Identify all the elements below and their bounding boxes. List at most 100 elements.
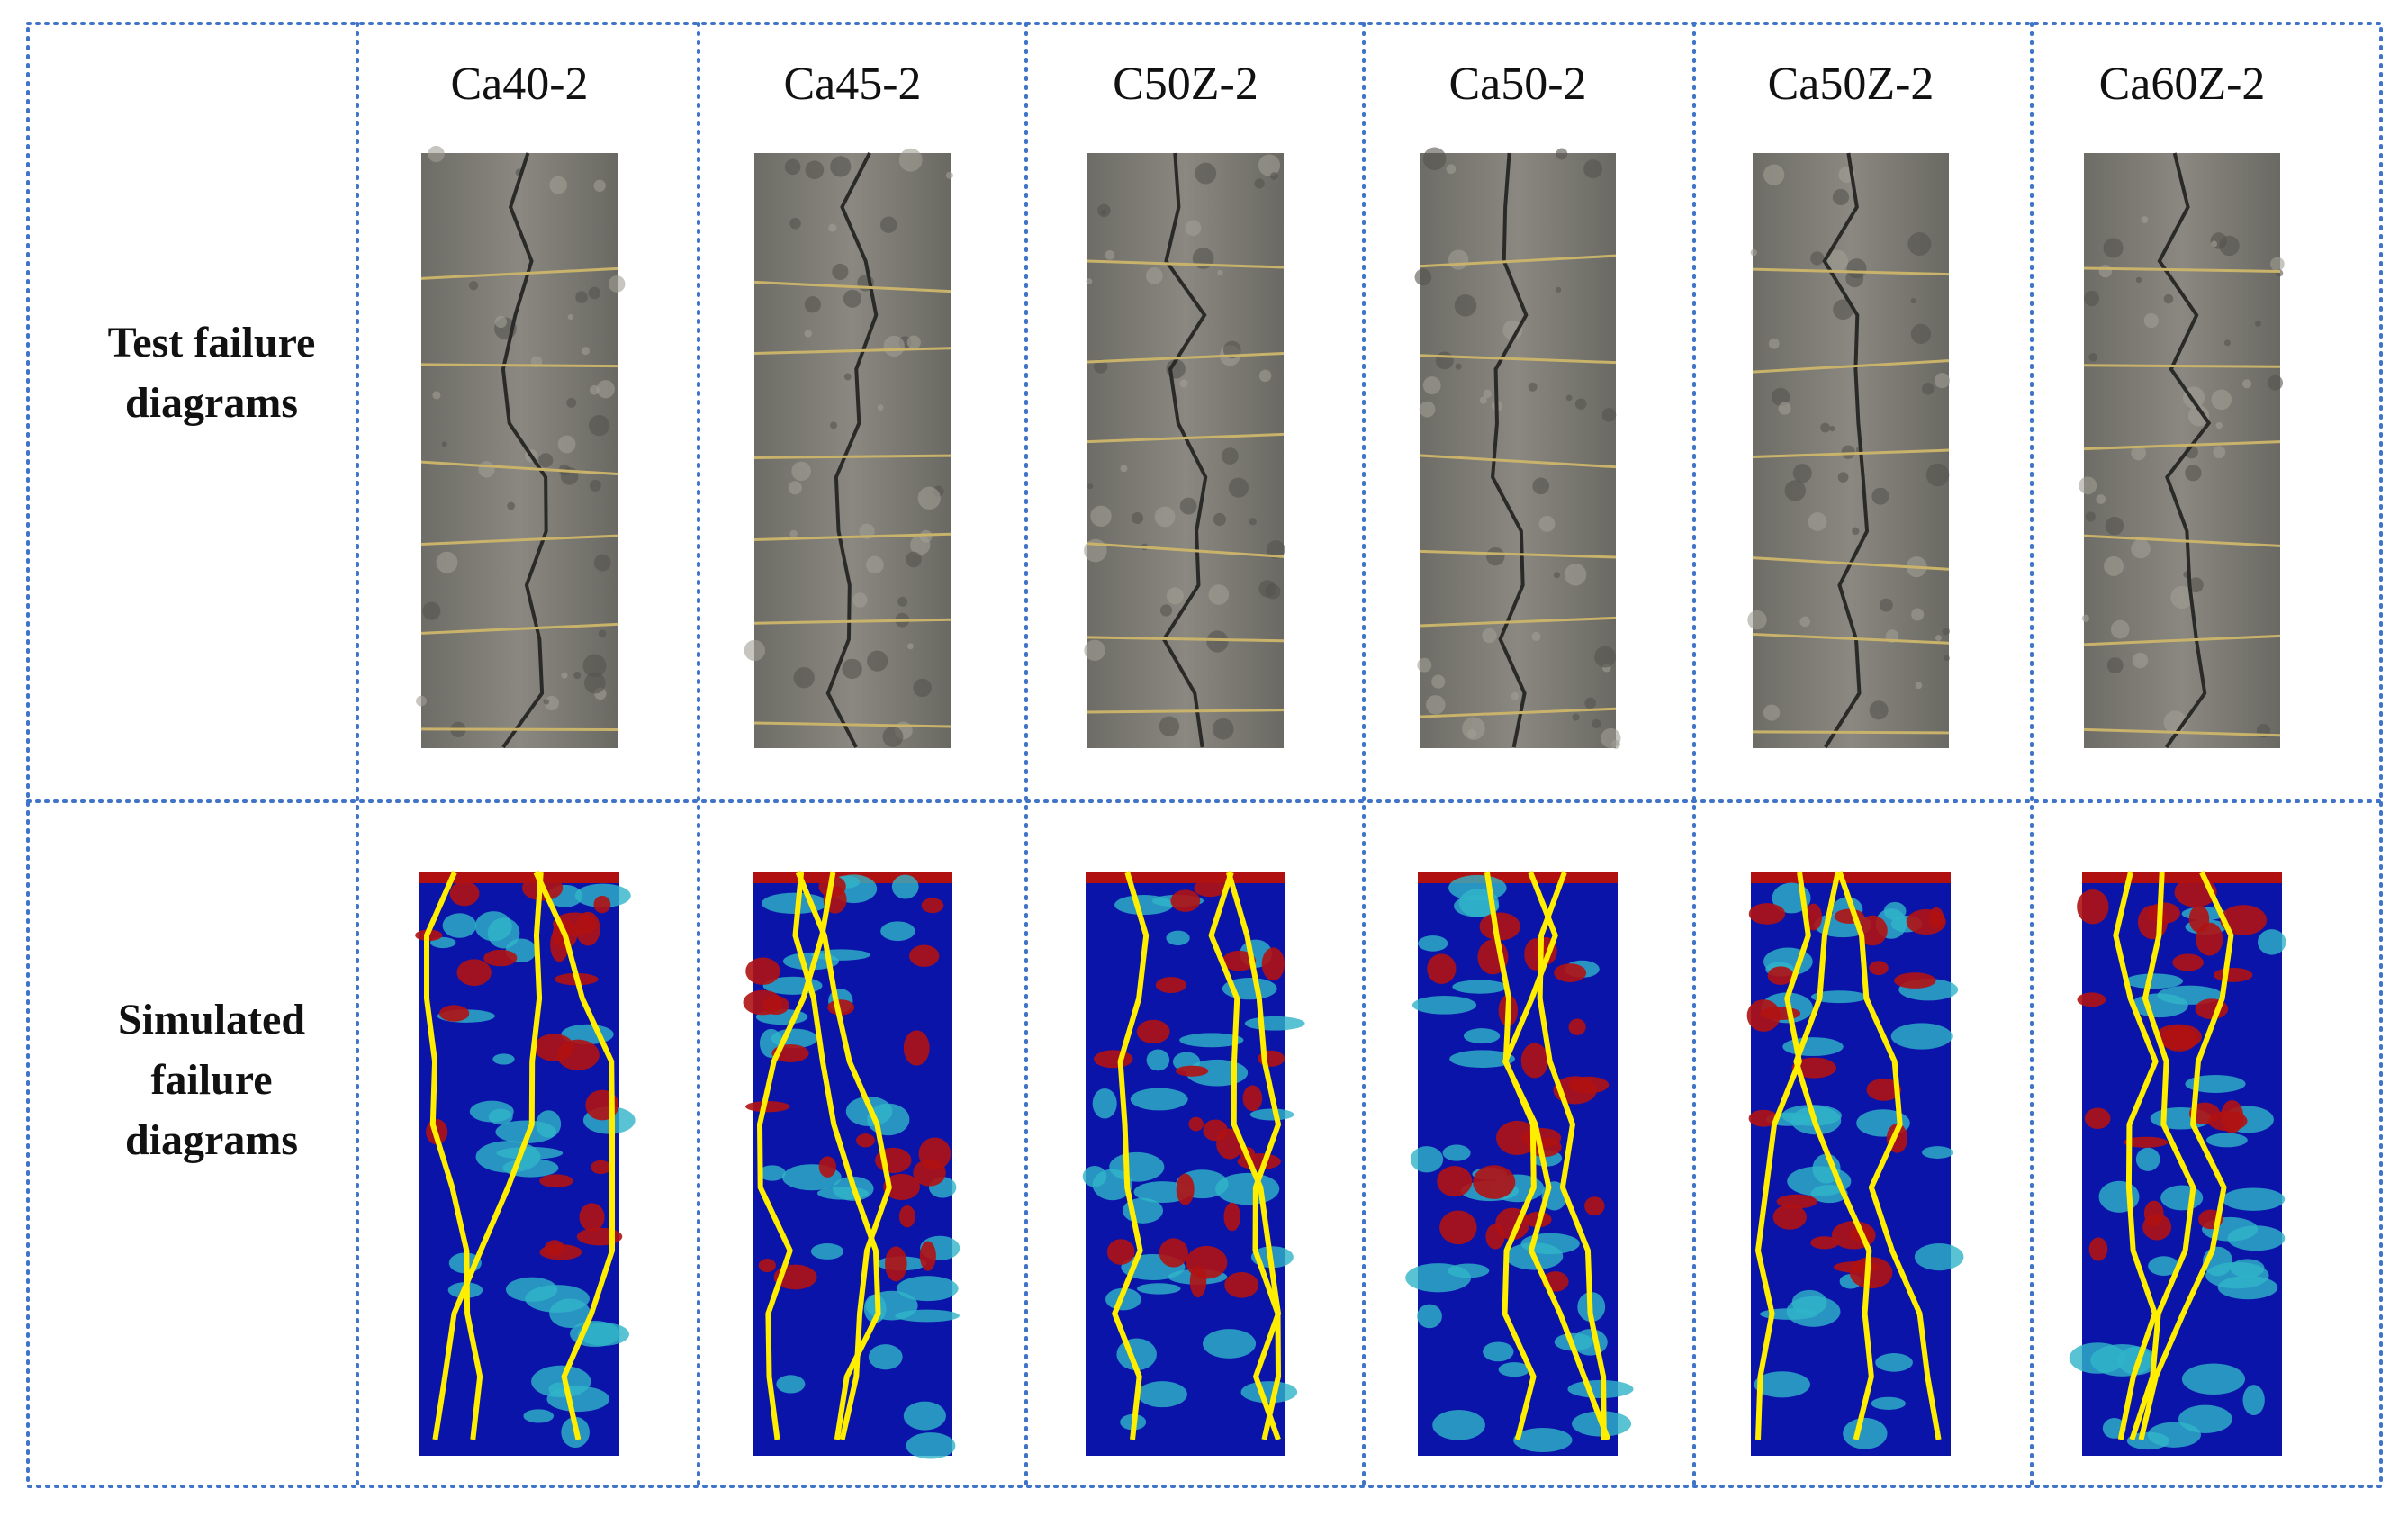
sim-damage bbox=[1215, 1172, 1280, 1205]
photo-texture bbox=[1768, 338, 1780, 349]
sim-damage bbox=[1449, 1050, 1515, 1068]
photo-texture bbox=[2096, 494, 2106, 504]
photo-texture bbox=[1166, 587, 1184, 605]
photo-wire bbox=[1419, 254, 1617, 268]
sim-crack bbox=[1755, 871, 1811, 1440]
photo-body bbox=[1420, 153, 1616, 748]
photo-texture bbox=[1228, 477, 1249, 498]
photo-texture bbox=[588, 415, 610, 437]
photo-texture bbox=[877, 404, 884, 411]
sim-damage bbox=[1754, 1371, 1810, 1398]
photo-texture bbox=[913, 678, 932, 698]
sim-damage bbox=[2077, 889, 2109, 925]
photo-texture bbox=[1564, 563, 1587, 586]
photo-wire bbox=[753, 454, 951, 459]
photo-texture bbox=[549, 176, 568, 194]
photo-texture bbox=[2213, 446, 2226, 459]
sim-damage bbox=[1875, 1353, 1913, 1372]
sim-damage bbox=[576, 1227, 623, 1246]
sim-damage bbox=[1189, 1265, 1207, 1298]
photo-wire bbox=[753, 721, 951, 728]
photo-texture bbox=[575, 291, 588, 303]
sim-damage bbox=[2123, 1136, 2169, 1148]
photo-texture bbox=[788, 481, 802, 495]
photo-texture bbox=[2241, 379, 2252, 389]
specimen-photo bbox=[1414, 147, 1621, 749]
photo-texture bbox=[2187, 405, 2210, 427]
sim-damage bbox=[1772, 1204, 1807, 1230]
sim-crack bbox=[2129, 871, 2196, 1440]
photo-texture bbox=[1871, 487, 1889, 505]
photo-wire bbox=[420, 534, 618, 546]
sim-damage bbox=[1194, 879, 1227, 898]
photo-wire bbox=[1087, 709, 1285, 714]
photo-wire bbox=[1752, 632, 1950, 645]
photo-texture bbox=[879, 216, 897, 233]
sim-damage bbox=[2124, 973, 2183, 989]
photo-texture bbox=[1594, 646, 1616, 668]
sim-damage bbox=[2242, 1385, 2265, 1416]
sim-damage bbox=[1554, 963, 1587, 982]
photo-crack bbox=[1161, 152, 1208, 748]
photo-texture bbox=[2143, 312, 2159, 329]
photo-texture bbox=[2110, 619, 2130, 639]
photo-wire bbox=[1419, 354, 1617, 365]
photo-texture bbox=[866, 555, 884, 574]
sim-damage bbox=[1869, 961, 1889, 975]
photo-texture bbox=[897, 596, 908, 607]
photo-wire bbox=[420, 363, 618, 368]
sim-damage bbox=[903, 1030, 930, 1066]
photo-crack bbox=[2157, 152, 2212, 749]
photo-texture bbox=[2103, 238, 2124, 258]
photo-wire bbox=[420, 266, 618, 280]
photo-texture bbox=[1583, 159, 1603, 179]
sim-crack bbox=[2138, 871, 2234, 1440]
photo-texture bbox=[2098, 264, 2113, 278]
photo-texture bbox=[2135, 276, 2142, 284]
photo-texture bbox=[1574, 398, 1587, 411]
photo-texture bbox=[1922, 382, 1935, 395]
photo-texture bbox=[1910, 323, 1932, 345]
sim-damage bbox=[1417, 1304, 1442, 1329]
sim-damage bbox=[1411, 995, 1477, 1015]
sim-damage bbox=[1810, 990, 1868, 1004]
photo-wire bbox=[420, 460, 618, 476]
photo-texture bbox=[1479, 396, 1487, 404]
sim-damage bbox=[1857, 915, 1888, 946]
sim-damage bbox=[1748, 1109, 1779, 1127]
sim-damage bbox=[918, 1137, 951, 1170]
sim-damage bbox=[1479, 912, 1520, 941]
photo-texture bbox=[843, 373, 852, 381]
column-header: Ca60Z-2 bbox=[2099, 59, 2266, 110]
photo-wire bbox=[753, 347, 951, 356]
photo-texture bbox=[1179, 497, 1197, 515]
sim-damage bbox=[1767, 966, 1794, 985]
photo-texture bbox=[1084, 639, 1105, 661]
photo-texture bbox=[1179, 379, 1188, 388]
specimen-photo bbox=[1084, 152, 1285, 748]
photo-texture bbox=[1222, 447, 1239, 465]
table-border bbox=[26, 22, 2383, 1488]
photo-texture bbox=[744, 639, 766, 662]
sim-damage bbox=[1136, 1019, 1170, 1044]
sim-damage bbox=[919, 1241, 936, 1271]
photo-texture bbox=[1879, 598, 1893, 612]
photo-wire bbox=[1087, 542, 1285, 558]
sim-damage bbox=[897, 1276, 959, 1302]
sim-crack bbox=[1112, 871, 1150, 1440]
photo-texture bbox=[588, 286, 601, 300]
photo-texture bbox=[1422, 376, 1441, 394]
photo-texture bbox=[1837, 472, 1849, 483]
photo-texture bbox=[1090, 505, 1112, 528]
photo-texture bbox=[898, 148, 923, 172]
photo-texture bbox=[1466, 728, 1477, 739]
photo-texture bbox=[1852, 527, 1860, 536]
sim-damage bbox=[1483, 1341, 1514, 1362]
photo-texture bbox=[789, 217, 801, 230]
sim-damage bbox=[885, 1246, 907, 1282]
sim-damage bbox=[1166, 930, 1190, 946]
sim-damage bbox=[1810, 1184, 1848, 1204]
sim-damage bbox=[1776, 1194, 1817, 1209]
photo-texture bbox=[1105, 249, 1115, 260]
sim-damage bbox=[1240, 1381, 1298, 1404]
